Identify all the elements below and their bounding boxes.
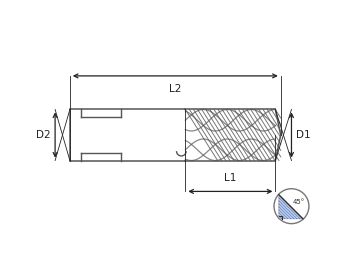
Text: D1: D1	[296, 130, 311, 140]
Text: L2: L2	[169, 84, 181, 94]
Text: D2: D2	[36, 130, 50, 140]
Polygon shape	[279, 195, 303, 219]
Text: L1: L1	[224, 173, 237, 183]
Text: 45°: 45°	[293, 199, 305, 205]
